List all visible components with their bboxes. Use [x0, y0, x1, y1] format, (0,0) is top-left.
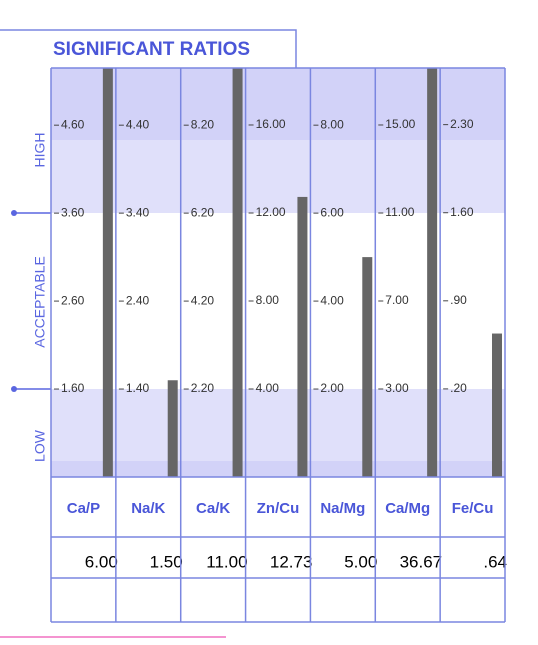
y-tick-label: 6.20: [191, 205, 215, 219]
band-label: HIGH: [32, 133, 48, 168]
band-dot: [11, 210, 17, 216]
y-tick-label: 2.60: [61, 293, 85, 307]
y-tick-label: 2.00: [320, 381, 344, 395]
value-label: 11.00: [206, 552, 247, 571]
value-label: 6.00: [85, 552, 118, 571]
low-band-bottom: [51, 461, 505, 477]
band-label: ACCEPTABLE: [32, 256, 48, 348]
band-label: LOW: [32, 429, 48, 462]
y-tick-label: 8.00: [256, 293, 280, 307]
value-label: .64: [483, 552, 507, 571]
bars: [102, 68, 502, 477]
value-label: 36.67: [400, 552, 443, 571]
y-tick-label: 4.20: [191, 293, 215, 307]
bar: [492, 333, 502, 477]
bar: [362, 257, 373, 477]
y-tick-label: 1.60: [61, 381, 85, 395]
y-tick-label: .20: [450, 381, 467, 395]
y-tick-label: 1.60: [450, 205, 474, 219]
y-tick-label: 1.40: [126, 381, 150, 395]
value-label: 5.00: [344, 552, 377, 571]
category-label: Fe/Cu: [452, 500, 494, 517]
category-label: Ca/K: [196, 500, 230, 517]
category-label: Na/Mg: [320, 500, 365, 517]
category-label: Na/K: [131, 500, 165, 517]
y-tick-label: 3.60: [61, 205, 85, 219]
bar: [167, 380, 178, 477]
y-tick-label: 4.60: [61, 117, 85, 131]
bar: [102, 68, 113, 477]
y-tick-label: 2.40: [126, 293, 150, 307]
bar: [297, 196, 308, 477]
y-tick-label: 15.00: [385, 117, 415, 131]
y-tick-label: 4.00: [320, 293, 344, 307]
value-label: 12.73: [270, 552, 313, 571]
title-frame: [0, 29, 297, 68]
band-dot: [11, 386, 17, 392]
bar: [427, 68, 438, 477]
y-tick-label: 16.00: [256, 117, 286, 131]
value-label: 1.50: [150, 552, 183, 571]
y-tick-label: 11.00: [385, 205, 414, 219]
y-tick-label: 8.00: [320, 117, 344, 131]
y-tick-label: 4.00: [256, 381, 280, 395]
y-tick-label: 2.20: [191, 381, 215, 395]
y-tick-label: .90: [450, 293, 467, 307]
chart-title: SIGNIFICANT RATIOS: [53, 39, 250, 60]
category-label: Zn/Cu: [257, 500, 300, 517]
category-label: Ca/Mg: [385, 500, 430, 517]
y-tick-label: 7.00: [385, 293, 409, 307]
y-tick-label: 6.00: [320, 205, 344, 219]
bar: [232, 68, 243, 477]
y-tick-label: 3.40: [126, 205, 150, 219]
category-label: Ca/P: [67, 500, 100, 517]
y-tick-label: 4.40: [126, 117, 150, 131]
y-tick-label: 3.00: [385, 381, 409, 395]
y-tick-label: 8.20: [191, 117, 215, 131]
y-tick-label: 12.00: [256, 205, 286, 219]
y-tick-label: 2.30: [450, 117, 474, 131]
